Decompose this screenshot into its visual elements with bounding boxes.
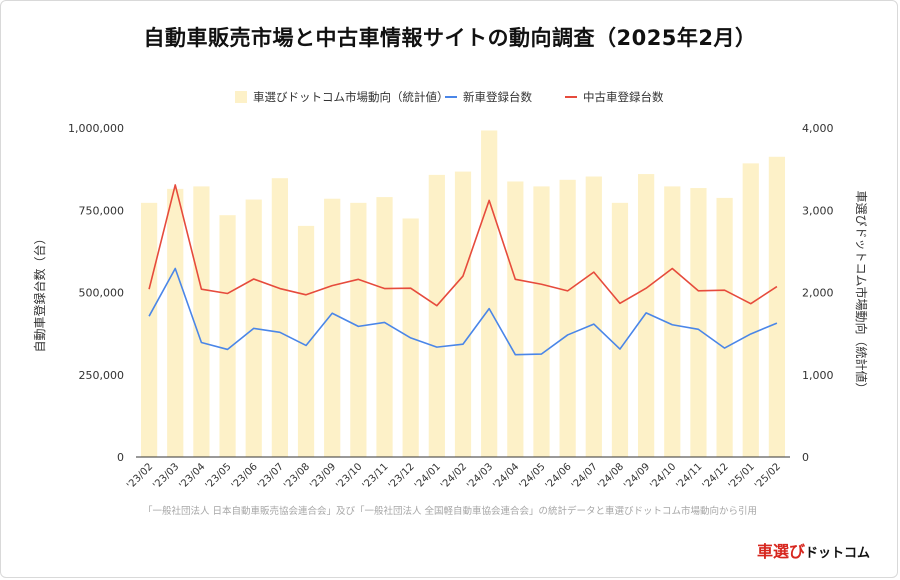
x-tick-label: '23/05 [204,461,234,491]
bar-12 [454,171,472,457]
bar-19 [638,174,655,457]
x-tick-label: '23/11 [361,461,391,491]
bar-20 [664,186,681,457]
legend-swatch-bar [235,91,247,103]
legend-label-2: 中古車登録台数 [583,90,664,104]
bar-22 [716,197,733,457]
used-car-line [148,184,778,307]
y-right-tick: 2,000 [802,287,834,300]
x-tick-label: '24/07 [570,461,600,491]
bar-11 [428,174,445,457]
y-right-tick: 0 [802,451,809,464]
source-note: 「一般社団法人 日本自動車販売協会連合会」及び「一般社団法人 全国軽自動車協会連… [142,506,758,517]
x-tick-label: '24/06 [544,461,574,491]
bar-18 [611,202,629,457]
bar-9 [376,197,393,457]
bar-3 [219,215,236,457]
y-right-tick: 4,000 [802,122,834,135]
legend-label-1: 新車登録台数 [463,90,532,104]
bar-14 [507,181,524,457]
bar-17 [585,176,602,457]
x-tick-label: '23/08 [282,461,312,491]
site-logo: 車選びドットコム [757,538,870,562]
x-tick-label: '24/02 [439,461,469,491]
bar-series [140,130,786,458]
bar-24 [768,156,786,457]
x-tick-label: '23/06 [230,461,260,491]
legend: 車選びドットコム市場動向（統計値） 新車登録台数 中古車登録台数 [235,90,664,104]
legend-label-0: 車選びドットコム市場動向（統計値） [253,90,449,104]
x-tick-label: '23/07 [256,461,286,491]
x-tick-label: '24/12 [701,461,731,491]
x-tick-label: '25/02 [753,461,783,491]
x-tick-label: '24/09 [622,461,652,491]
bar-0 [140,202,158,457]
x-tick-label: '23/09 [308,461,338,491]
y-left-tick: 250,000 [79,369,125,382]
x-tick-label: '25/01 [727,461,757,491]
logo-main: 車選び [756,542,805,561]
x-tick-label: '24/08 [596,461,626,491]
bar-8 [350,202,367,457]
bar-1 [167,188,184,458]
new-car-line [148,267,778,356]
y-left-tick: 0 [117,451,124,464]
logo-sub: ドットコム [804,546,870,561]
x-tick-label: '24/03 [465,461,495,491]
x-tick-label: '24/10 [648,461,678,491]
line-series [148,184,778,356]
bar-15 [533,186,550,457]
x-tick-label: '23/02 [125,461,155,491]
x-tick-label: '23/03 [151,461,181,491]
x-tick-label: '23/10 [334,461,364,491]
bar-21 [690,188,707,458]
y-axis-right-label: 車選びドットコム市場動向（統計値） [854,190,869,394]
bar-7 [324,198,341,458]
bar-2 [193,186,210,457]
x-tick-label: '24/05 [517,461,547,491]
x-tick-label: '23/12 [387,461,417,491]
x-tick-label: '24/01 [413,461,443,491]
y-right-tick: 3,000 [802,204,834,217]
y-left-tick: 500,000 [79,287,125,300]
y-left-tick: 750,000 [79,204,125,217]
bar-5 [271,178,288,458]
y-right-tick: 1,000 [802,369,834,382]
x-tick-label: '24/04 [491,461,521,491]
chart-title: 自動車販売市場と中古車情報サイトの動向調査（2025年2月） [143,26,757,50]
y-left-tick: 1,000,000 [68,122,124,135]
bar-16 [559,179,576,457]
x-tick-label: '24/11 [674,461,704,491]
bar-6 [297,225,315,457]
y-axis-left-label: 自動車登録台数（台） [32,232,47,352]
x-tick-label: '23/04 [177,461,207,491]
bar-23 [742,163,759,457]
bar-13 [481,130,498,457]
